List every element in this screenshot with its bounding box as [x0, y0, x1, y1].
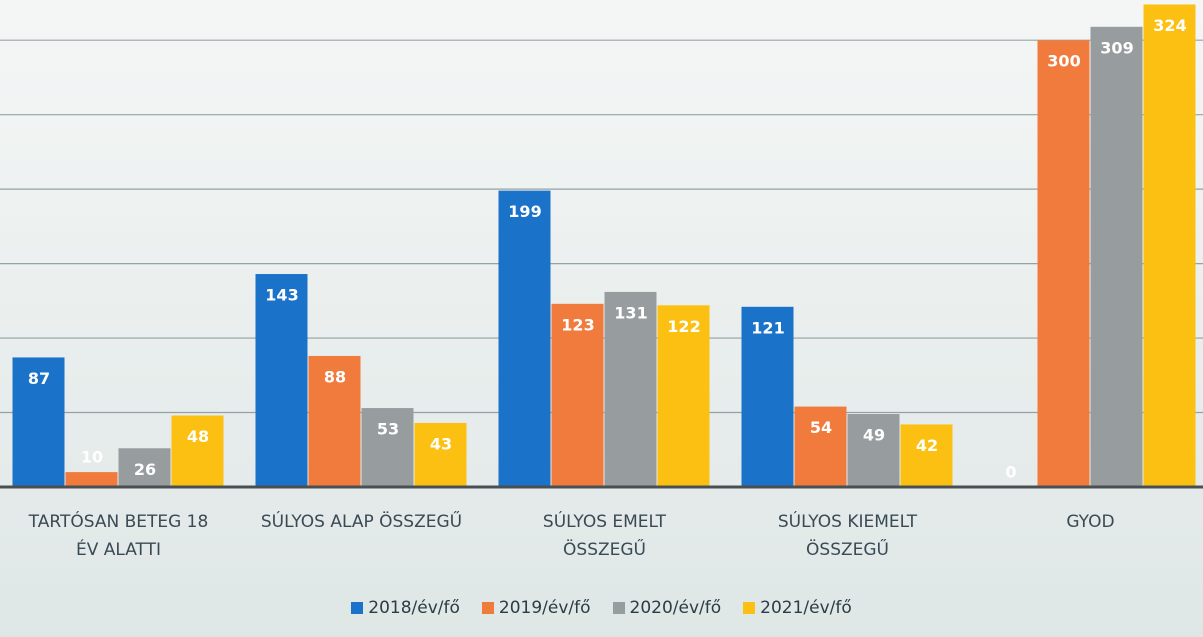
x-tick-label: SÚLYOS EMELT ÖSSZEGŰ: [542, 512, 667, 560]
bar: [255, 274, 308, 487]
value-label: 324: [1153, 16, 1186, 35]
bar: [900, 424, 953, 487]
legend-swatch: [612, 602, 625, 614]
value-label: 26: [134, 460, 156, 479]
value-label: 131: [614, 303, 647, 322]
value-label: 54: [810, 418, 832, 437]
bar: [847, 414, 900, 487]
bar: [1090, 26, 1143, 487]
bar: [1143, 4, 1196, 487]
x-tick-label: GYOD: [1066, 512, 1115, 532]
bar: [65, 472, 118, 487]
value-label: 10: [81, 448, 103, 467]
value-label: 43: [430, 434, 452, 453]
legend-label: 2018/év/fő: [368, 598, 460, 618]
legend-item: 2019/év/fő: [481, 598, 591, 618]
legend-label: 2020/év/fő: [629, 598, 722, 618]
value-label: 49: [863, 426, 885, 445]
bar: [308, 355, 361, 487]
value-label: 121: [751, 318, 784, 337]
value-label: 123: [561, 315, 594, 334]
legend: 2018/év/fő 2019/év/fő 2020/év/fő 2021/év/fő: [0, 598, 1203, 618]
bar: [657, 305, 710, 487]
value-label: 53: [377, 420, 399, 439]
value-label: 0: [1005, 463, 1016, 482]
value-label: 48: [187, 427, 209, 446]
bar: [604, 291, 657, 487]
legend-item: 2018/év/fő: [351, 598, 460, 618]
legend-label: 2021/év/fő: [760, 598, 852, 618]
value-label: 87: [28, 369, 50, 388]
x-tick-label: SÚLYOS KIEMELT ÖSSZEGŰ: [777, 512, 918, 560]
bar: [741, 306, 794, 487]
bar: [498, 190, 551, 487]
value-label: 42: [916, 436, 938, 455]
x-tick-label: SÚLYOS ALAP ÖSSZEGŰ: [260, 512, 463, 532]
bar: [12, 357, 65, 487]
legend-item: 2020/év/fő: [612, 598, 722, 618]
legend-item: 2021/év/fő: [743, 598, 852, 618]
bar: [1037, 40, 1090, 488]
legend-swatch: [351, 602, 364, 614]
x-tick-label: TARTÓSAN BETEG 18 ÉV ALATTI: [28, 512, 209, 560]
value-label: 88: [324, 367, 346, 386]
bar: [551, 303, 604, 487]
value-label: 309: [1100, 38, 1133, 57]
legend-label: 2019/év/fő: [498, 598, 591, 618]
legend-swatch: [481, 602, 494, 614]
bar: [414, 422, 467, 487]
value-label: 122: [667, 317, 700, 336]
value-label: 300: [1047, 52, 1080, 71]
bar: [794, 406, 847, 487]
bar: [171, 415, 224, 487]
legend-swatch: [743, 602, 756, 614]
value-label: 143: [265, 286, 298, 305]
bar: [361, 408, 414, 487]
bar: [118, 448, 171, 487]
value-label: 199: [508, 202, 541, 221]
